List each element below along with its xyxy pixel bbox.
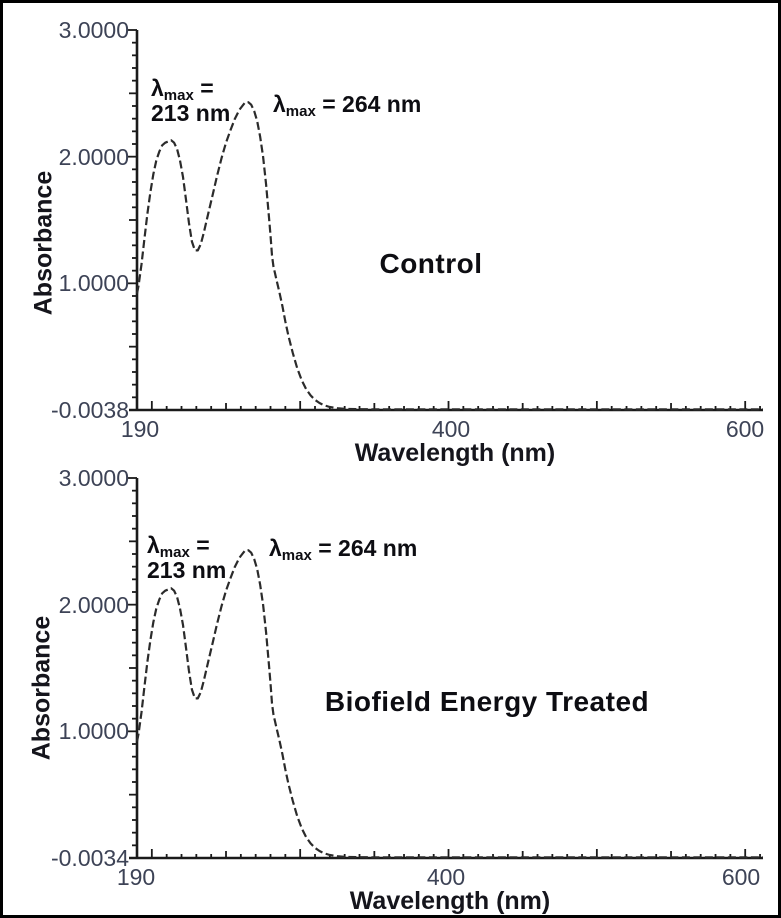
y-tick-label-min: -0.0038	[50, 397, 129, 423]
annotation-text: = 264 nm	[311, 535, 418, 561]
chart-title-control: Control	[379, 248, 483, 279]
x-axis-title: Wavelength (nm)	[349, 887, 551, 915]
y-tick-label-2: 2.0000	[58, 144, 129, 170]
annotation-line1: =	[189, 532, 210, 558]
control-plot-area	[127, 29, 763, 412]
peak-213-annotation: λmax = 213 nm	[151, 76, 230, 126]
peak-264-annotation: λmax = 264 nm	[269, 535, 418, 564]
x-tick-label-400: 400	[426, 864, 466, 890]
lambda-subscript: max	[285, 103, 316, 120]
lambda-symbol: λ	[147, 532, 160, 558]
lambda-symbol: λ	[269, 535, 282, 561]
chart-title-treated: Biofield Energy Treated	[324, 686, 650, 717]
spectrum-curve	[135, 101, 763, 411]
x-tick-label-190: 190	[120, 416, 160, 442]
x-tick-label-600: 600	[725, 416, 765, 442]
x-tick-label-600: 600	[721, 864, 761, 890]
control-chart-panel: Absorbance 3.0000 2.0000 1.0000 -0.0038 …	[3, 5, 778, 467]
y-tick-label-1: 1.0000	[58, 718, 129, 744]
y-tick-label-2: 2.0000	[58, 592, 129, 618]
y-tick-label-1: 1.0000	[58, 270, 129, 296]
x-tick-label-400: 400	[431, 416, 471, 442]
y-tick-label-3: 3.0000	[58, 465, 129, 491]
lambda-symbol: λ	[273, 91, 286, 117]
x-axis-title: Wavelength (nm)	[354, 439, 556, 467]
lambda-subscript: max	[281, 547, 312, 564]
y-tick-label-3: 3.0000	[58, 17, 129, 43]
treated-chart-panel: Absorbance 3.0000 2.0000 1.0000 -0.0034 …	[3, 453, 778, 915]
spectrum-curve	[135, 549, 763, 859]
lambda-subscript: max	[163, 87, 194, 104]
lambda-symbol: λ	[151, 75, 164, 101]
treated-plot-area	[127, 477, 763, 860]
x-tick-label-190: 190	[116, 864, 156, 890]
annotation-line1: =	[193, 75, 214, 101]
annotation-text: = 264 nm	[315, 91, 422, 117]
peak-213-annotation: λmax = 213 nm	[147, 533, 226, 583]
annotation-line2: 213 nm	[151, 100, 231, 126]
lambda-subscript: max	[159, 544, 190, 561]
y-tick-label-min: -0.0034	[50, 845, 129, 871]
peak-264-annotation: λmax = 264 nm	[273, 91, 422, 120]
annotation-line2: 213 nm	[147, 557, 227, 583]
